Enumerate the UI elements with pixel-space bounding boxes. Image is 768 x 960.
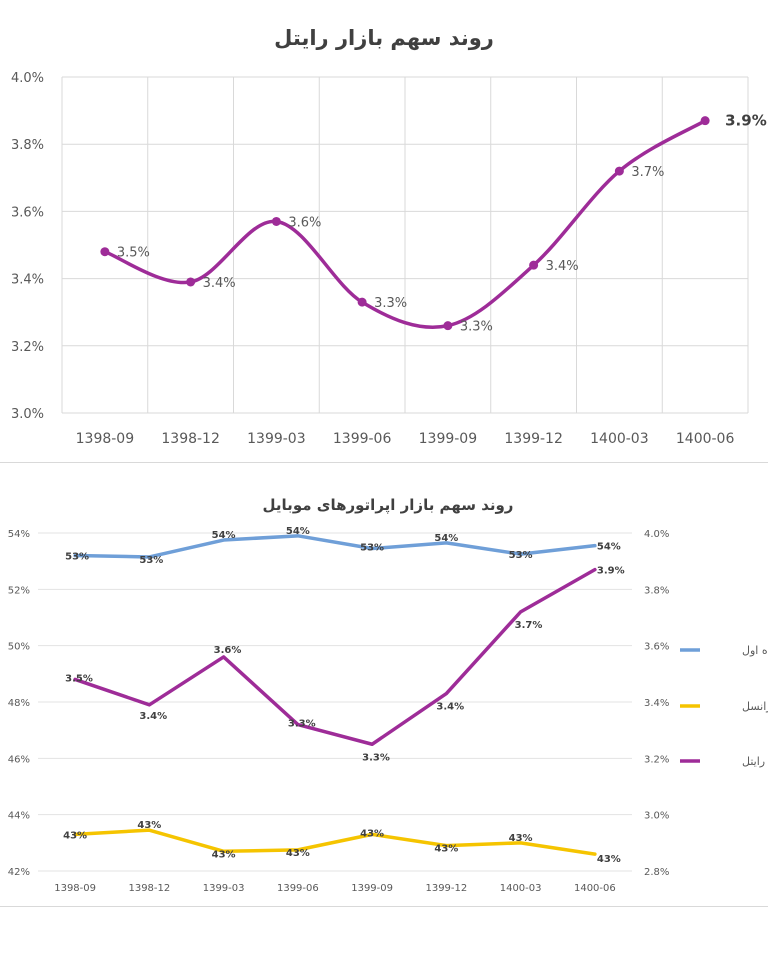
chart2-legend-label: ایرانسل [742,700,768,713]
chart2-data-label: 3.5% [65,673,93,684]
chart1-x-tick-label: 1399-06 [333,431,392,447]
chart1-y-tick-label: 3.0% [11,407,44,422]
chart2-data-label: 43% [137,820,161,831]
chart1-data-label: 3.4% [203,276,236,291]
chart1-data-point [357,297,367,307]
chart2-data-label: 53% [139,555,163,566]
chart2-left-y-tick-label: 44% [8,811,30,822]
chart2-data-label: 53% [65,552,89,563]
chart2-title: روند سهم بازار اپراتورهای موبایل [263,496,514,515]
chart2-left-y-tick-label: 54% [8,529,30,540]
chart1-data-point [271,216,281,226]
chart1-x-tick-label: 1399-09 [419,431,478,447]
chart2-x-tick-label: 1398-12 [128,883,170,894]
chart2-left-y-tick-label: 42% [8,867,30,878]
chart2-data-label: 53% [360,542,384,553]
chart2-x-tick-label: 1398-09 [54,883,96,894]
chart1-data-label: 3.3% [460,320,493,335]
chart2-series-line [73,534,597,559]
chart2-right-y-tick-label: 3.8% [644,585,669,596]
chart2-data-label: 3.7% [515,620,543,631]
chart2-x-tick-label: 1400-03 [500,883,542,894]
chart1-series-line [103,118,707,329]
chart2-right-y-tick-label: 3.6% [644,642,669,653]
chart1-title: روند سهم بازار رایتل [274,26,494,50]
chart2-left-y-tick-label: 50% [8,642,30,653]
chart1-y-tick-label: 4.0% [11,71,44,86]
chart2-x-tick-label: 1399-06 [277,883,319,894]
chart2-right-y-tick-label: 3.0% [644,811,669,822]
chart2-right-y-tick-label: 3.2% [644,754,669,765]
chart-raitel-market-share: روند سهم بازار رایتل 3.0% 3.2% 3.4% 3.6% 3.8… [11,26,767,447]
chart1-x-tick-label: 1398-09 [76,431,135,447]
chart2-data-label: 53% [509,550,533,561]
chart1-data-label: 3.7% [631,165,664,180]
chart2-x-tick-label: 1399-09 [351,883,393,894]
chart1-data-point [529,260,539,270]
chart2-data-label: 43% [63,830,87,841]
chart2-right-y-tick-label: 4.0% [644,529,669,540]
chart1-data-point [700,116,710,126]
chart2-data-label: 3.9% [597,566,625,577]
chart1-data-label: 3.4% [546,259,579,274]
chart2-data-label: 54% [434,533,458,544]
chart2-legend-label: رایتل [742,755,765,768]
chart1-y-tick-label: 3.4% [11,273,44,288]
chart2-x-tick-label: 1400-06 [574,883,616,894]
chart2-x-tick-label: 1399-12 [425,883,467,894]
chart-panel-operators: روند سهم بازار اپراتورهای موبایل 42% 2.8%… [0,466,768,907]
chart1-data-label: 3.6% [288,215,321,230]
chart2-data-label: 43% [286,848,310,859]
chart2-data-label: 3.3% [362,752,390,763]
chart2-data-label: 43% [360,828,384,839]
chart1-x-tick-label: 1399-03 [247,431,306,447]
chart1-x-tick-label: 1400-06 [676,431,735,447]
chart2-right-y-tick-label: 3.4% [644,698,669,709]
chart1-data-label: 3.9% [725,112,767,130]
chart2-data-label: 54% [597,542,621,553]
chart2-data-label: 3.6% [214,645,242,656]
chart2-left-y-tick-label: 48% [8,698,30,709]
chart1-data-point [443,321,453,331]
chart2-data-label: 3.4% [139,711,167,722]
chart2-data-label: 43% [212,849,236,860]
chart2-data-label: 54% [212,530,236,541]
chart2-left-y-tick-label: 46% [8,754,30,765]
chart1-data-point [186,277,196,287]
chart2-data-label: 3.3% [288,719,316,730]
chart2-right-y-tick-label: 2.8% [644,867,669,878]
chart-operators-market-share: روند سهم بازار اپراتورهای موبایل 42% 2.8%… [8,496,768,894]
chart1-data-point [100,247,110,257]
chart1-data-label: 3.5% [117,246,150,261]
chart1-data-point [614,166,624,176]
chart2-left-y-tick-label: 52% [8,585,30,596]
chart1-y-tick-label: 3.2% [11,340,44,355]
chart2-data-label: 3.4% [436,702,464,713]
chart2-series-line [73,567,597,746]
chart2-series-line [73,828,597,856]
chart2-x-tick-label: 1399-03 [203,883,245,894]
chart-panel-raitel: روند سهم بازار رایتل 3.0% 3.2% 3.4% 3.6% 3.8… [0,0,768,463]
chart1-data-label: 3.3% [374,296,407,311]
chart2-data-label: 43% [434,844,458,855]
chart1-x-tick-label: 1399-12 [504,431,563,447]
chart2-data-label: 43% [509,833,533,844]
chart2-data-label: 54% [286,526,310,537]
chart1-x-tick-label: 1400-03 [590,431,649,447]
chart2-data-label: 43% [597,854,621,865]
chart1-y-tick-label: 3.8% [11,138,44,153]
chart1-y-tick-label: 3.6% [11,205,44,220]
chart1-x-tick-label: 1398-12 [161,431,220,447]
chart2-legend-label: همراه اول [742,644,768,657]
